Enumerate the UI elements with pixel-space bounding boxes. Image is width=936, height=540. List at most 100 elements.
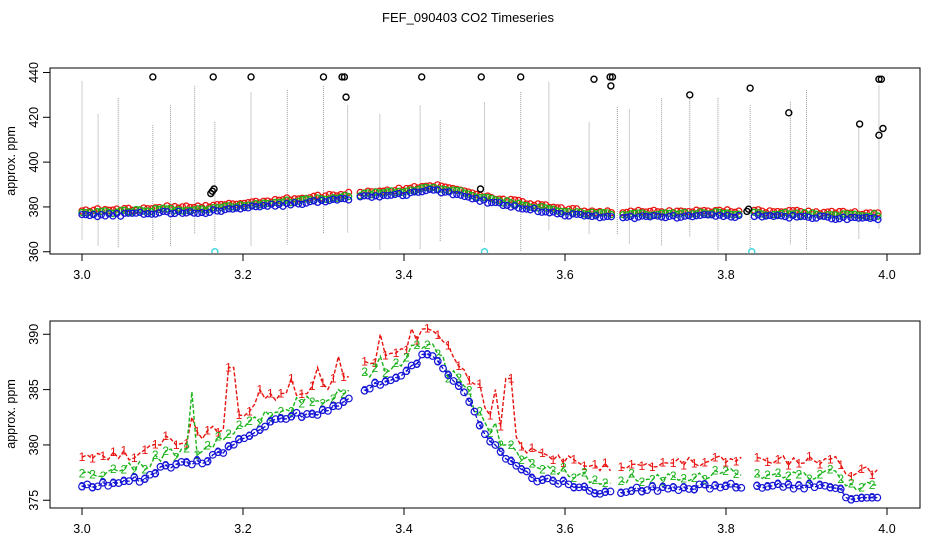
series-1-label: 1: [246, 404, 253, 418]
series-blue-point: [708, 211, 716, 219]
series-1-label: 1: [288, 372, 295, 386]
series-1-label: 1: [414, 333, 421, 347]
series-red-point: [684, 207, 693, 216]
series-2-label: 2: [806, 472, 813, 486]
series-3-label: 3: [152, 466, 159, 480]
series-blue-point: [453, 190, 461, 199]
series-blue-point: [167, 210, 175, 218]
series-3-label: 3: [785, 478, 792, 492]
series-blue-point: [681, 212, 689, 220]
series-blue-point: [592, 212, 600, 220]
series-blue-point: [236, 205, 245, 213]
series-blue-point: [310, 197, 318, 205]
series-3-label: 3: [764, 480, 771, 494]
top-x-tick-label: 3.4: [395, 268, 412, 282]
bottom-x-tick-label: 3.0: [73, 522, 90, 536]
series-2-label: 2: [319, 396, 326, 410]
series-2-label: 2: [246, 414, 253, 428]
series-3-label: 3: [539, 473, 546, 487]
series-blue-point: [812, 214, 820, 222]
series-3-point: [93, 482, 102, 491]
series-2-label: 2: [204, 438, 211, 452]
series-blue-point: [221, 206, 229, 214]
series-3-point: [732, 483, 740, 492]
series-1-line: [620, 455, 742, 470]
series-3-label: 3: [183, 456, 190, 470]
series-3-point: [433, 357, 442, 366]
series-2-label: 2: [89, 467, 96, 481]
series-3-point: [454, 382, 463, 390]
series-3-label: 3: [309, 407, 316, 421]
series-3-label: 3: [806, 477, 813, 491]
series-blue-point: [862, 213, 871, 222]
series-blue-point: [383, 191, 391, 200]
series-blue-point: [688, 213, 697, 221]
series-blue-point: [584, 212, 592, 220]
series-2-label: 2: [775, 466, 782, 480]
series-2-label: 2: [267, 409, 274, 423]
series-3-label: 3: [79, 480, 86, 494]
series-green-point: [812, 210, 820, 218]
series-3-point: [214, 448, 222, 457]
series-2-label: 2: [560, 460, 567, 474]
series-3-point: [229, 440, 238, 449]
series-2-label: 2: [434, 347, 441, 361]
series-3-point: [439, 364, 447, 373]
series-3-label: 3: [508, 454, 515, 468]
series-blue-point: [136, 208, 144, 216]
series-1-label: 1: [372, 356, 379, 370]
series-red-point: [874, 209, 882, 217]
series-3-point: [491, 441, 500, 449]
series-3-point: [303, 410, 311, 418]
series-2-label: 2: [298, 396, 305, 410]
series-3-label: 3: [670, 480, 677, 494]
series-blue-point: [712, 212, 720, 220]
bottom-y-axis-label: approx. ppm: [4, 379, 18, 448]
series-red-point: [445, 184, 453, 192]
series-blue-point: [302, 199, 310, 207]
series-1-label: 1: [539, 446, 546, 460]
series-green-point: [808, 209, 816, 217]
series-green-point: [503, 197, 511, 205]
outlier-point: [319, 73, 328, 81]
series-2-label: 2: [372, 361, 379, 375]
series-3-point: [580, 482, 589, 491]
series-blue-point: [657, 213, 666, 221]
series-blue-point: [704, 211, 712, 219]
series-green-point: [607, 210, 616, 219]
series-blue-point: [329, 195, 337, 203]
series-3-label: 3: [497, 445, 504, 459]
series-3-label: 3: [215, 445, 222, 459]
series-green-point: [754, 208, 762, 217]
series-3-point: [156, 462, 165, 471]
series-3-point: [151, 469, 160, 478]
series-green-point: [719, 209, 728, 217]
series-3-point: [737, 483, 746, 492]
series-3-point: [726, 479, 735, 488]
series-3-point: [533, 477, 542, 486]
series-blue-point: [337, 194, 345, 203]
series-1-label: 1: [434, 328, 441, 342]
series-3-label: 3: [246, 429, 253, 443]
series-blue-point: [619, 214, 627, 222]
series-1-label: 1: [581, 459, 588, 473]
series-blue-point: [692, 212, 701, 220]
series-blue-point: [155, 209, 163, 217]
series-blue-point: [93, 212, 102, 221]
outlier-point: [338, 73, 346, 81]
series-blue-point: [665, 212, 673, 221]
series-blue-point: [244, 204, 252, 212]
series-blue-point: [793, 213, 801, 221]
series-3-label: 3: [816, 478, 823, 492]
series-3-label: 3: [775, 477, 782, 491]
series-2-label: 2: [309, 395, 316, 409]
series-2-label: 2: [602, 476, 609, 490]
outlier-point: [607, 82, 615, 90]
series-blue-point: [147, 210, 156, 218]
series-1-label: 1: [680, 458, 687, 472]
outlier-point: [686, 91, 694, 99]
series-3-point: [88, 483, 97, 492]
series-blue-point: [240, 203, 248, 212]
series-1-label: 1: [445, 338, 452, 352]
series-blue-point: [804, 213, 813, 221]
